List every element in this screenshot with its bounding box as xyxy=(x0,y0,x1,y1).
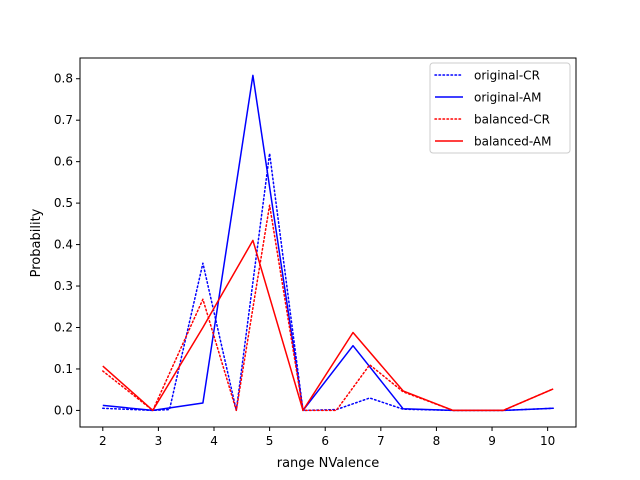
y-axis-ticks: 0.0 0.1 0.2 0.3 0.4 0.5 0.6 0.7 0.8 xyxy=(54,72,80,417)
y-tick-label: 0.0 xyxy=(54,403,73,417)
series-layer xyxy=(102,74,554,412)
x-tick-label: 3 xyxy=(155,434,163,448)
legend-label-balanced-am: balanced-AM xyxy=(474,135,552,149)
x-tick-label: 4 xyxy=(210,434,218,448)
x-tick-label: 10 xyxy=(540,434,555,448)
y-axis-label: Probability xyxy=(29,208,44,277)
plot-frame xyxy=(79,57,577,428)
x-axis-label: range NValence xyxy=(277,456,380,471)
legend-items: original-CR original-AM balanced-CR balance… xyxy=(434,69,552,149)
legend-frame xyxy=(429,62,571,154)
y-tick-label: 0.7 xyxy=(54,113,73,127)
x-tick-label: 8 xyxy=(433,434,441,448)
legend-label-balanced-cr: balanced-CR xyxy=(474,113,550,127)
y-tick-label: 0.1 xyxy=(54,362,73,376)
series-line-balanced-am xyxy=(102,239,554,412)
legend: original-CR original-AM balanced-CR balance… xyxy=(429,62,571,154)
y-tick-label: 0.4 xyxy=(54,238,73,252)
y-tick-label: 0.3 xyxy=(54,279,73,293)
x-tick-label: 9 xyxy=(488,434,496,448)
y-tick-label: 0.8 xyxy=(54,72,73,86)
y-tick-label: 0.2 xyxy=(54,320,73,334)
x-tick-label: 7 xyxy=(377,434,385,448)
x-tick-label: 2 xyxy=(99,434,107,448)
y-tick-label: 0.6 xyxy=(54,155,73,169)
x-tick-label: 5 xyxy=(266,434,274,448)
y-tick-label: 0.5 xyxy=(54,196,73,210)
x-axis-ticks: 2 3 4 5 6 7 8 9 10 xyxy=(99,427,555,448)
legend-label-original-am: original-AM xyxy=(474,91,541,105)
legend-label-original-cr: original-CR xyxy=(474,69,540,83)
x-tick-label: 6 xyxy=(321,434,329,448)
